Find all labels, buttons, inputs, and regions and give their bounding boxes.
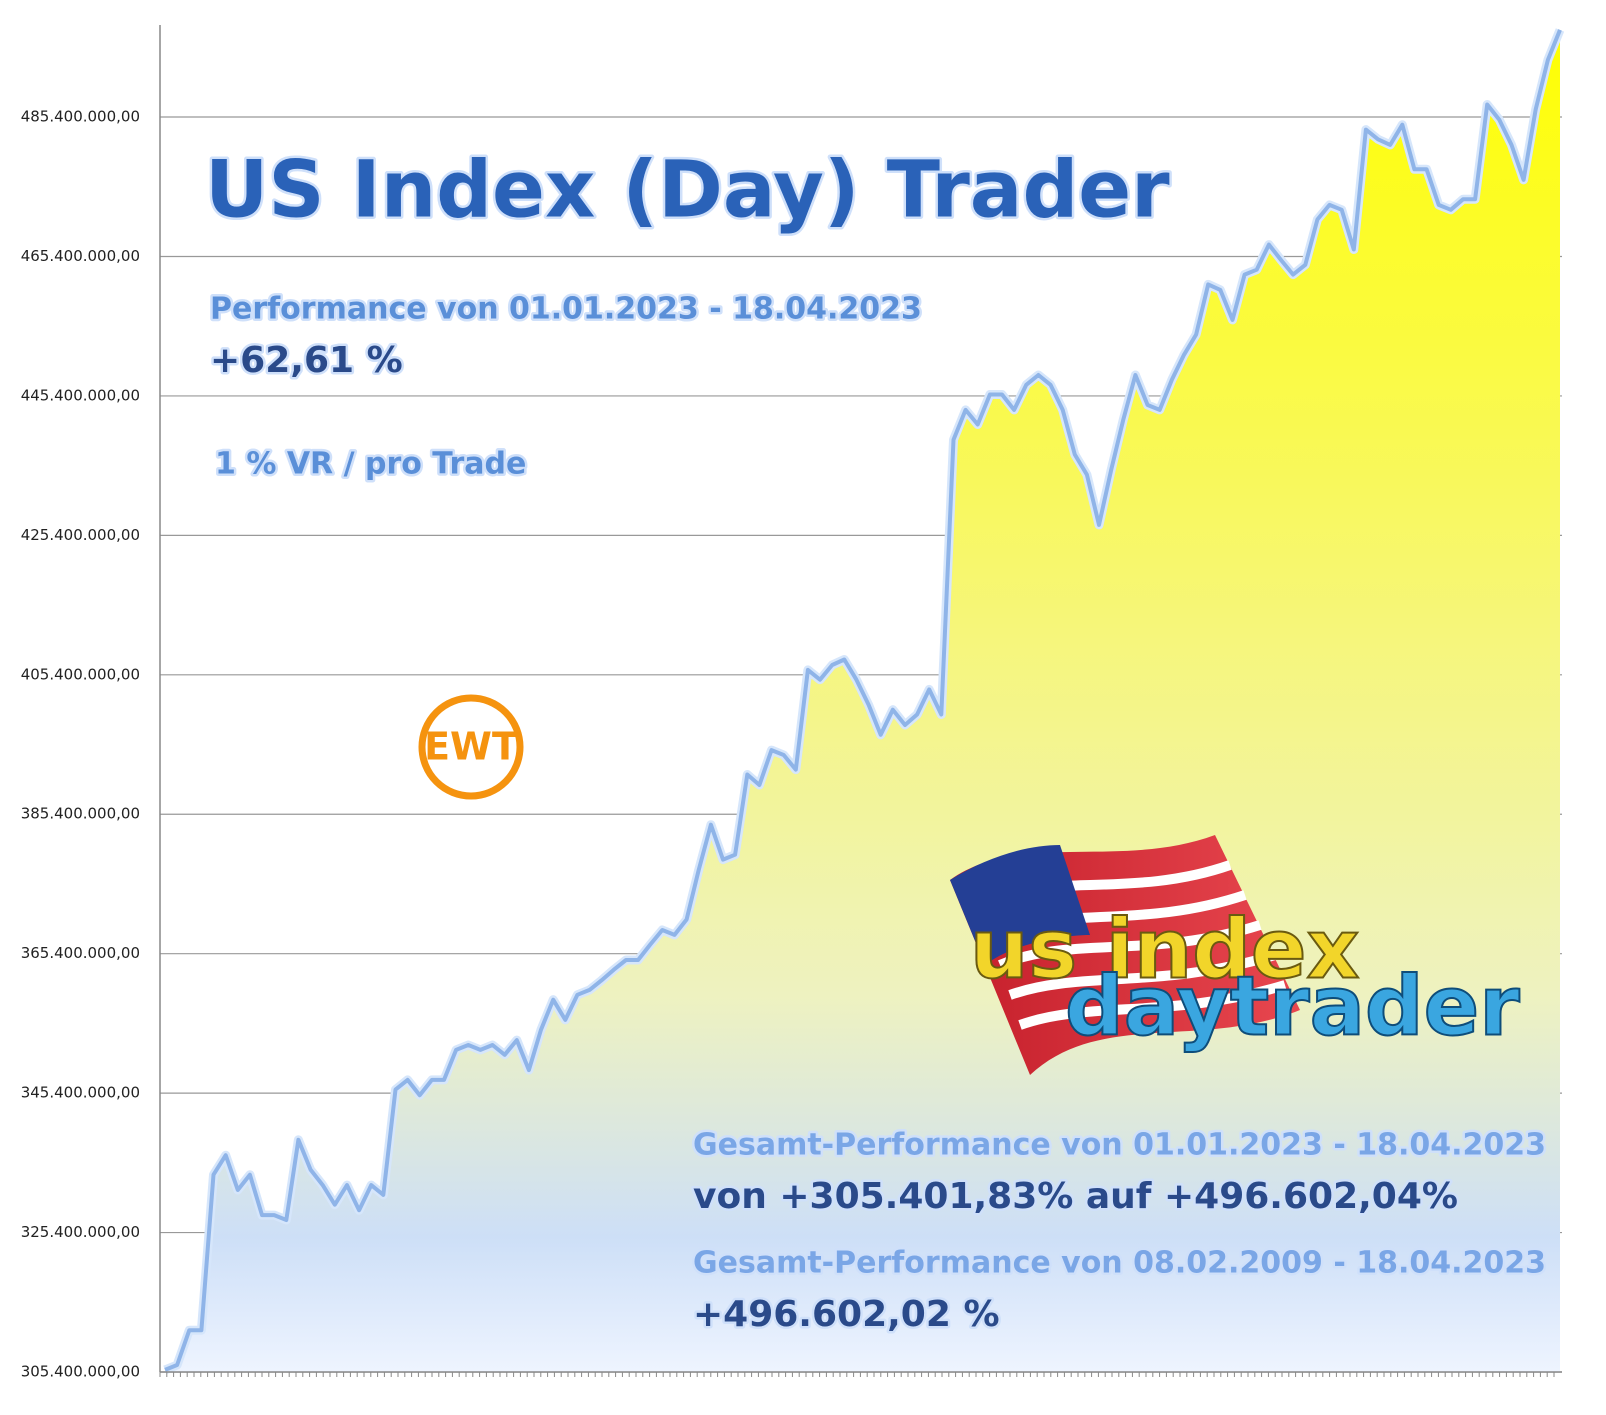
y-tick-label: 445.400.000,00 [21, 386, 140, 404]
annotations: Performance von 01.01.2023 - 18.04.2023 +… [208, 289, 1549, 1338]
y-tick-label: 345.400.000,00 [21, 1084, 140, 1102]
y-tick-label: 325.400.000,00 [21, 1223, 140, 1241]
logo-text: daytrader [1065, 959, 1520, 1054]
x-minor-ticks [159, 1372, 1555, 1377]
annotation: +62,61 % [210, 340, 403, 381]
annotation: Performance von 01.01.2023 - 18.04.2023 [210, 292, 922, 327]
y-tick-label: 405.400.000,00 [21, 665, 140, 683]
ewt-logo: EWT [424, 725, 518, 769]
y-tick-label: 425.400.000,00 [21, 526, 140, 544]
flag-logo [950, 835, 1300, 1075]
annotation: +496.602,02 % [693, 1294, 1000, 1335]
annotation: Gesamt-Performance von 08.02.2009 - 18.0… [693, 1246, 1546, 1281]
plot [163, 28, 1565, 1375]
annotation: 1 % VR / pro Trade [215, 447, 526, 482]
y-tick-label: 465.400.000,00 [21, 247, 140, 265]
y-tick-label: 365.400.000,00 [21, 944, 140, 962]
annotation: von +305.401,83% auf +496.602,04% [693, 1176, 1458, 1217]
line [164, 29, 1562, 1372]
logo-text: us index [970, 902, 1359, 997]
y-tick-label: 305.400.000,00 [21, 1363, 140, 1381]
y-tick-label: 485.400.000,00 [21, 108, 140, 126]
chart-title: US Index (Day) Trader [205, 145, 1170, 235]
ewt-logo-ring [418, 694, 524, 800]
annotation: Gesamt-Performance von 01.01.2023 - 18.0… [693, 1128, 1546, 1163]
y-tick-label: 385.400.000,00 [21, 805, 140, 823]
